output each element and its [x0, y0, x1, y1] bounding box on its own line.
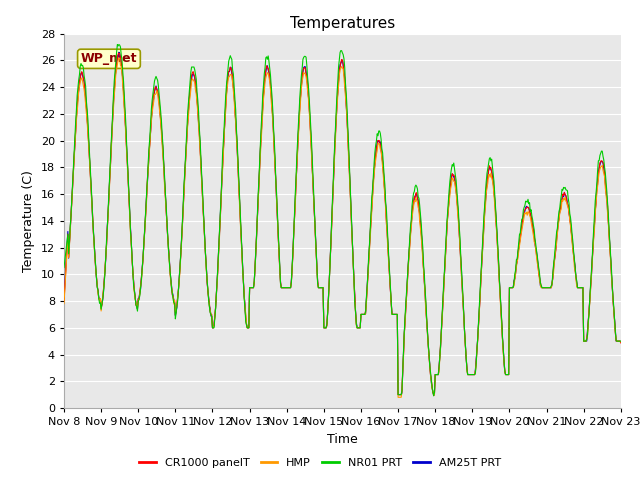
- Y-axis label: Temperature (C): Temperature (C): [22, 170, 35, 272]
- X-axis label: Time: Time: [327, 432, 358, 445]
- Legend: CR1000 panelT, HMP, NR01 PRT, AM25T PRT: CR1000 panelT, HMP, NR01 PRT, AM25T PRT: [135, 453, 505, 472]
- Title: Temperatures: Temperatures: [290, 16, 395, 31]
- Text: WP_met: WP_met: [81, 52, 137, 65]
